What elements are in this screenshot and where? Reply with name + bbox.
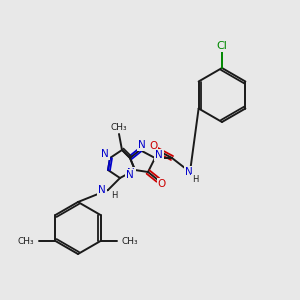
Text: CH₃: CH₃ (111, 124, 127, 133)
Text: H: H (111, 191, 117, 200)
Text: H: H (192, 175, 198, 184)
Text: O: O (158, 179, 166, 189)
Text: N: N (98, 185, 106, 195)
Text: CH₃: CH₃ (18, 236, 34, 245)
Text: N: N (127, 168, 135, 178)
Text: N: N (185, 167, 193, 177)
Text: N: N (138, 140, 146, 150)
Text: N: N (155, 150, 163, 160)
Text: N: N (101, 149, 109, 159)
Text: O: O (149, 141, 157, 151)
Text: N: N (126, 170, 134, 180)
Text: CH₃: CH₃ (122, 236, 138, 245)
Text: Cl: Cl (217, 41, 227, 51)
